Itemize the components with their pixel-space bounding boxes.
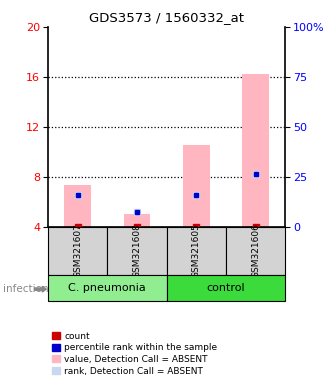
Title: GDS3573 / 1560332_at: GDS3573 / 1560332_at bbox=[89, 11, 244, 24]
Bar bbox=[242, 74, 269, 227]
Text: infection: infection bbox=[3, 284, 49, 294]
Bar bbox=[123, 214, 150, 227]
Text: GSM321606: GSM321606 bbox=[251, 223, 260, 278]
Text: C. pneumonia: C. pneumonia bbox=[68, 283, 146, 293]
Bar bbox=[167, 227, 226, 275]
Legend: count, percentile rank within the sample, value, Detection Call = ABSENT, rank, : count, percentile rank within the sample… bbox=[52, 331, 217, 376]
Text: GSM321607: GSM321607 bbox=[73, 223, 82, 278]
Bar bbox=[64, 185, 91, 227]
Text: control: control bbox=[207, 283, 246, 293]
Bar bbox=[167, 275, 285, 301]
Text: GSM321608: GSM321608 bbox=[132, 223, 142, 278]
Text: GSM321605: GSM321605 bbox=[192, 223, 201, 278]
Bar bbox=[48, 227, 107, 275]
Bar bbox=[48, 275, 167, 301]
Bar bbox=[183, 146, 210, 227]
Bar bbox=[226, 227, 285, 275]
Bar bbox=[107, 227, 167, 275]
